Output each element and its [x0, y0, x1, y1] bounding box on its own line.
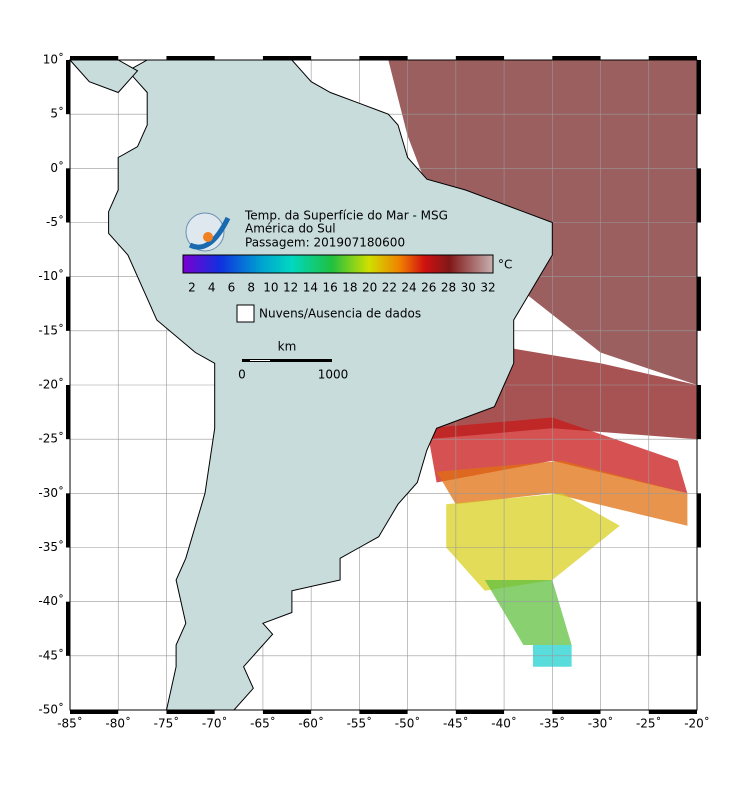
- frame-tick: [66, 601, 70, 656]
- lat-label: -35˚: [38, 539, 64, 554]
- colorbar-tick-label: 30: [461, 281, 476, 295]
- frame-tick: [697, 168, 701, 223]
- frame-tick: [697, 601, 701, 656]
- lat-label: -40˚: [38, 593, 64, 608]
- frame-tick: [359, 56, 408, 60]
- colorbar-tick-label: 20: [362, 281, 377, 295]
- legend-swatch: [236, 304, 255, 323]
- scale-title: km: [278, 340, 297, 354]
- colorbar-tick-label: 16: [322, 281, 337, 295]
- lat-label: -15˚: [38, 322, 64, 337]
- frame-tick: [552, 710, 601, 714]
- frame-tick: [552, 56, 601, 60]
- colorbar-tick-label: 22: [382, 281, 397, 295]
- lat-label: -20˚: [38, 377, 64, 392]
- title-line: Temp. da Superfície do Mar - MSG: [244, 209, 448, 223]
- logo-arrow: [188, 216, 231, 250]
- colorbar-tick-label: 2: [188, 281, 196, 295]
- lon-label: -30˚: [588, 716, 614, 731]
- colorbar-tick-label: 28: [441, 281, 456, 295]
- lat-label: 5˚: [50, 106, 64, 121]
- lon-label: -50˚: [395, 716, 421, 731]
- frame-tick: [697, 276, 701, 331]
- lon-label: -75˚: [154, 716, 180, 731]
- frame-tick: [648, 56, 697, 60]
- colorbar-tick-label: 26: [421, 281, 436, 295]
- title-line: América do Sul: [245, 222, 336, 236]
- colorbar-tick-label: 12: [283, 281, 298, 295]
- colorbar-unit: °C: [498, 258, 512, 272]
- frame-tick: [455, 56, 505, 60]
- frame-tick: [66, 60, 70, 115]
- lat-label: 10˚: [43, 52, 64, 67]
- frame-tick: [262, 710, 312, 714]
- lon-label: -20˚: [684, 716, 710, 731]
- lat-label: -10˚: [38, 268, 64, 283]
- sst-area: [426, 417, 688, 494]
- scale-bar-tick: [250, 360, 270, 361]
- lon-label: -80˚: [105, 716, 131, 731]
- lon-label: -35˚: [540, 716, 566, 731]
- lat-label: -5˚: [46, 214, 64, 229]
- frame-tick: [697, 60, 701, 115]
- colorbar-tick-label: 6: [228, 281, 236, 295]
- frame-tick: [66, 168, 70, 223]
- map-layer: 10˚ 5˚ 0˚ -5˚ -10˚ -15˚ -20˚ -25˚ -30˚ -35˚ -40˚ -4…: [38, 52, 709, 731]
- frame-tick: [70, 710, 119, 714]
- colorbar-tick-label: 10: [263, 281, 278, 295]
- frame-tick: [455, 710, 505, 714]
- lon-label: -45˚: [443, 716, 469, 731]
- colorbar-tick-label: 4: [208, 281, 216, 295]
- frame-tick: [166, 710, 215, 714]
- title-line: Passagem: 201907180600: [245, 236, 405, 250]
- colorbar: [182, 254, 494, 274]
- lat-label: -45˚: [38, 647, 64, 662]
- lon-label: -25˚: [636, 716, 662, 731]
- lat-label: -50˚: [38, 702, 64, 717]
- scale-label: 0: [238, 368, 246, 382]
- colorbar-tick-label: 32: [480, 281, 495, 295]
- sst-area: [484, 580, 572, 645]
- colorbar-tick-label: 14: [303, 281, 318, 295]
- scale-bar: [242, 359, 332, 362]
- land: [68, 59, 139, 94]
- frame-tick: [66, 276, 70, 331]
- lon-label: -40˚: [491, 716, 517, 731]
- lon-label: -60˚: [298, 716, 324, 731]
- frame-tick: [697, 385, 701, 440]
- legend-label: Nuvens/Ausencia de dados: [259, 307, 421, 321]
- frame-tick: [70, 56, 119, 60]
- frame-tick: [262, 56, 312, 60]
- frame-tick: [359, 710, 408, 714]
- lat-label: 0˚: [50, 160, 64, 175]
- scale-label: 1000: [318, 368, 349, 382]
- frame-tick: [166, 56, 215, 60]
- lon-label: -70˚: [202, 716, 228, 731]
- title-block: Temp. da Superfície do Mar - MSG América…: [185, 209, 448, 252]
- lon-label: -85˚: [57, 716, 83, 731]
- frame-tick: [66, 493, 70, 548]
- frame-tick: [648, 710, 697, 714]
- frame-tick: [697, 493, 701, 548]
- frame-tick: [66, 385, 70, 440]
- logo-sun: [203, 232, 213, 242]
- sst-area: [446, 493, 620, 591]
- lat-label: -25˚: [38, 431, 64, 446]
- lon-label: -55˚: [347, 716, 373, 731]
- colorbar-tick-label: 8: [247, 281, 255, 295]
- lat-label: -30˚: [38, 485, 64, 500]
- colorbar-tick-label: 24: [401, 281, 416, 295]
- colorbar-tick-label: 18: [342, 281, 357, 295]
- lon-label: -65˚: [250, 716, 276, 731]
